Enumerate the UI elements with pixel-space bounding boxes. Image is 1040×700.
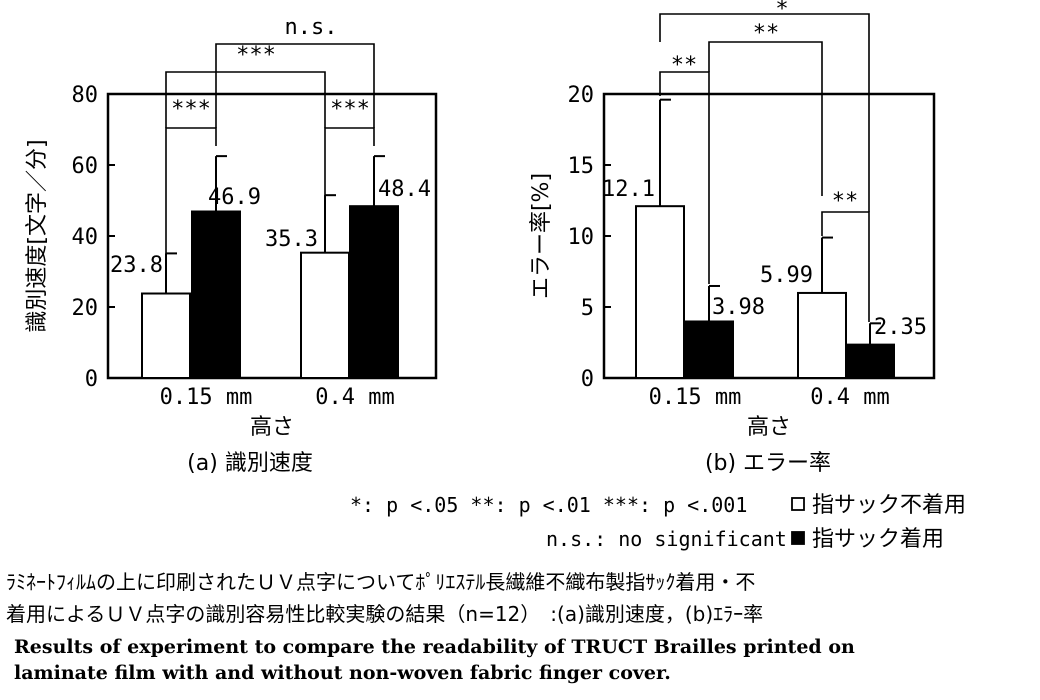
legend-p-levels: *: p <.05 **: p <.01 ***: p <.001 xyxy=(350,493,747,517)
chart-b-y-ticks: 0 5 10 15 20 0.15 mm 0.4 mm xyxy=(568,83,890,410)
chart-b-significance-bracket xyxy=(708,41,823,196)
legend-open-swatch xyxy=(791,497,805,511)
chart-b-significance-brackets: ******* xyxy=(659,0,870,322)
chart-a-significance-label: *** xyxy=(236,43,276,68)
chart-b-bar xyxy=(684,320,734,380)
chart-a-significance-bracket xyxy=(165,127,217,292)
chart-a-xtick-label: 0.4 mm xyxy=(315,385,394,410)
legend-filled-label: 指サック着用 xyxy=(812,527,944,552)
chart-a-ytick-label: 60 xyxy=(72,154,99,179)
legend-open-label: 指サック不着用 xyxy=(812,493,966,518)
chart-a-significance-label: *** xyxy=(330,97,370,122)
caption-jp-line2: 着用によるＵＶ点字の識別容易性比較実験の結果（n=12） :(a)識別速度，(b… xyxy=(6,602,764,626)
chart-a-value-label: 46.9 xyxy=(208,185,261,210)
legend-filled-swatch xyxy=(791,531,805,545)
chart-b-significance-label: ** xyxy=(753,21,780,46)
chart-b-value-label: 12.1 xyxy=(602,177,655,202)
chart-b-bar xyxy=(797,291,847,379)
chart-a-value-label: 48.4 xyxy=(378,177,431,202)
chart-a-bar xyxy=(349,205,399,379)
chart-a-bar xyxy=(300,251,350,379)
chart-b-ytick-label: 15 xyxy=(568,154,595,179)
chart-b-bar xyxy=(635,205,685,379)
chart-a-bar xyxy=(141,292,191,380)
chart-a-significance-brackets: *** *** *** n.s. xyxy=(165,15,375,292)
legend: *: p <.05 **: p <.01 ***: p <.001 指サック不着… xyxy=(350,493,966,552)
chart-a-value-label: 35.3 xyxy=(265,227,318,252)
chart-a-ytick-label: 0 xyxy=(85,367,98,392)
chart-a-significance-label: *** xyxy=(171,97,211,122)
chart-b-value-label: 5.99 xyxy=(760,263,813,288)
chart-b-xtick-label: 0.4 mm xyxy=(810,385,889,410)
chart-b-bar xyxy=(845,343,895,380)
chart-b-x-axis-label: 高さ xyxy=(747,415,791,440)
chart-a-xtick-label: 0.15 mm xyxy=(160,385,253,410)
chart-a-panel-label: (a) 識別速度 xyxy=(187,451,313,476)
chart-b-significance-bracket xyxy=(659,71,710,284)
chart-a-ytick-label: 40 xyxy=(72,225,99,250)
chart-b-significance-bracket xyxy=(659,13,870,212)
chart-b-significance-label: ** xyxy=(832,189,859,214)
chart-a-significance-bracket xyxy=(215,43,375,128)
chart-b-panel-label: (b) エラー率 xyxy=(705,451,831,476)
chart-b-value-label: 2.35 xyxy=(874,315,927,340)
chart-a-significance-label: n.s. xyxy=(285,15,338,40)
chart-b-significance-label: ** xyxy=(671,53,698,78)
chart-b-y-axis-label: エラー率[%] xyxy=(529,173,554,299)
chart-b-bars: 12.1 5.99 3.98 2.35 xyxy=(602,98,927,380)
chart-a-y-axis-label: 識別速度[文字／分] xyxy=(25,139,50,332)
caption-jp-line1: ﾗﾐﾈｰﾄﾌｨﾙﾑの上に印刷されたＵＶ点字についてﾎﾟﾘｴｽﾃﾙ長繊維不織布製指… xyxy=(6,570,756,594)
chart-a-significance-bracket xyxy=(324,127,375,252)
chart-a-bars: 23.8 35.346.9 48.4 xyxy=(110,155,431,380)
chart-b-ytick-label: 10 xyxy=(568,225,595,250)
chart-b: 0 5 10 15 20 0.15 mm 0.4 mm 12.1 5.99 3.98 2.35 *… xyxy=(529,0,936,476)
chart-b-significance-bracket xyxy=(821,211,870,322)
caption-en-line1: Results of experiment to compare the rea… xyxy=(14,636,855,658)
chart-a-bar xyxy=(191,210,241,379)
chart-a-value-label: 23.8 xyxy=(110,253,163,278)
chart-b-value-label: 3.98 xyxy=(712,295,765,320)
chart-a-y-ticks: 0 20 40 60 80 0.15 mm 0.4 mm xyxy=(72,83,395,410)
chart-b-xtick-label: 0.15 mm xyxy=(649,385,742,410)
chart-a-x-axis-label: 高さ xyxy=(250,415,294,440)
chart-a-ytick-label: 20 xyxy=(72,296,99,321)
chart-b-significance-label: * xyxy=(775,0,788,22)
chart-b-ytick-label: 0 xyxy=(581,367,594,392)
chart-b-ytick-label: 5 xyxy=(581,296,594,321)
chart-a-ytick-label: 80 xyxy=(72,83,99,108)
caption-en-line2: laminate film with and without non-woven… xyxy=(14,662,671,684)
legend-ns: n.s.: no significant xyxy=(546,527,787,551)
chart-a-significance-bracket xyxy=(165,71,326,128)
chart-b-ytick-label: 20 xyxy=(568,83,595,108)
